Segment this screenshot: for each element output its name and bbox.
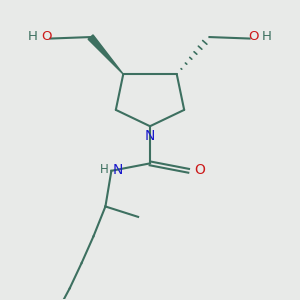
Text: H: H [28, 30, 38, 43]
Text: H: H [100, 163, 109, 176]
Polygon shape [88, 35, 123, 74]
Text: N: N [113, 163, 123, 177]
Text: N: N [145, 129, 155, 142]
Text: H: H [262, 30, 272, 43]
Text: O: O [41, 30, 52, 43]
Text: O: O [194, 163, 205, 177]
Text: O: O [248, 30, 259, 43]
